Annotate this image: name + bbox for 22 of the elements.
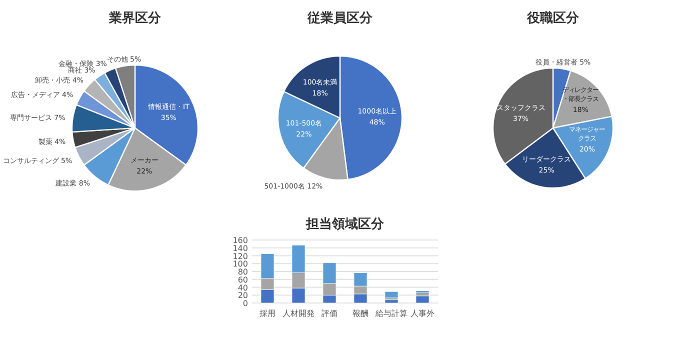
x-tick-label: 給与計算 — [374, 309, 408, 318]
x-tick-label: 評価 — [322, 309, 338, 318]
x-tick-label: 人材開発 — [282, 309, 314, 318]
x-tick-label: 報酬 — [352, 309, 368, 318]
y-tick-label: 20 — [238, 291, 248, 300]
bar — [416, 296, 430, 304]
bar — [384, 291, 398, 298]
chart-title: 役職区分 — [526, 10, 580, 26]
y-tick-label: 60 — [238, 275, 248, 284]
x-tick-label: 人事外 — [410, 309, 434, 318]
y-tick-label: 120 — [232, 252, 248, 261]
y-tick-label: 140 — [232, 244, 248, 253]
y-tick-label: 0 — [242, 299, 248, 308]
chart-title: 業界区分 — [108, 11, 162, 26]
y-tick-label: 100 — [232, 260, 248, 269]
bar — [384, 300, 398, 304]
y-tick-label: 160 — [232, 236, 248, 245]
chart-title: 担当領域区分 — [305, 217, 385, 232]
y-tick-label: 80 — [238, 268, 248, 276]
chart-title: 従業員区分 — [306, 11, 374, 26]
y-tick-label: 40 — [238, 283, 248, 292]
x-tick-label: 採用 — [260, 309, 276, 318]
